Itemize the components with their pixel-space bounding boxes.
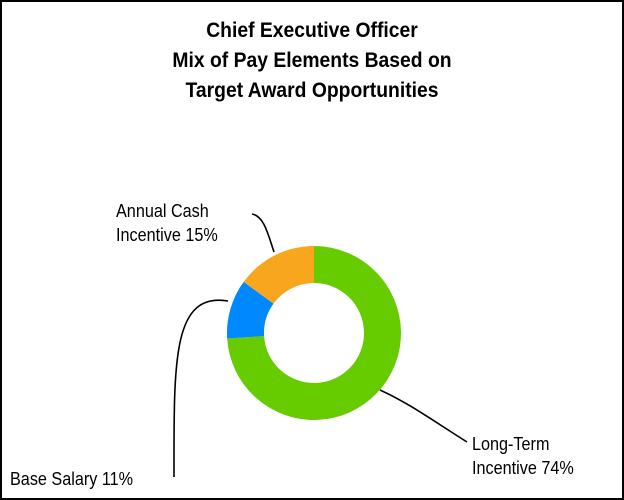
slice-label-annual-cash: Annual Cash Incentive 15% bbox=[116, 199, 218, 247]
slice-label-long-term-incentive: Long-Term Incentive 74% bbox=[472, 432, 574, 480]
slice-label-base-salary-line-1: Base Salary 11% bbox=[10, 469, 134, 489]
slice-label-annual-cash-line-2: Incentive 15% bbox=[116, 225, 218, 245]
donut-slices bbox=[226, 246, 401, 420]
chart-title: Chief Executive Officer Mix of Pay Eleme… bbox=[27, 16, 597, 106]
slice-label-annual-cash-line-1: Annual Cash bbox=[116, 201, 209, 221]
donut-slice-base-salary bbox=[226, 281, 274, 339]
donut-slice-annual-cash-incentive bbox=[243, 246, 314, 304]
leader-lines bbox=[173, 213, 468, 478]
leader-line-long-term-incentive bbox=[379, 389, 468, 443]
slice-label-base-salary: Base Salary 11% bbox=[10, 467, 133, 491]
slice-label-long-term-incentive-line-1: Long-Term bbox=[472, 434, 550, 454]
chart-title-line-3: Target Award Opportunities bbox=[185, 79, 439, 102]
donut-slice-long-term-incentive bbox=[227, 246, 401, 420]
chart-title-line-1: Chief Executive Officer bbox=[206, 19, 418, 42]
leader-line-base-salary bbox=[173, 299, 229, 478]
leader-line-annual-cash bbox=[251, 213, 275, 253]
chart-title-line-2: Mix of Pay Elements Based on bbox=[172, 49, 452, 72]
slice-label-long-term-incentive-line-2: Incentive 74% bbox=[472, 458, 574, 478]
